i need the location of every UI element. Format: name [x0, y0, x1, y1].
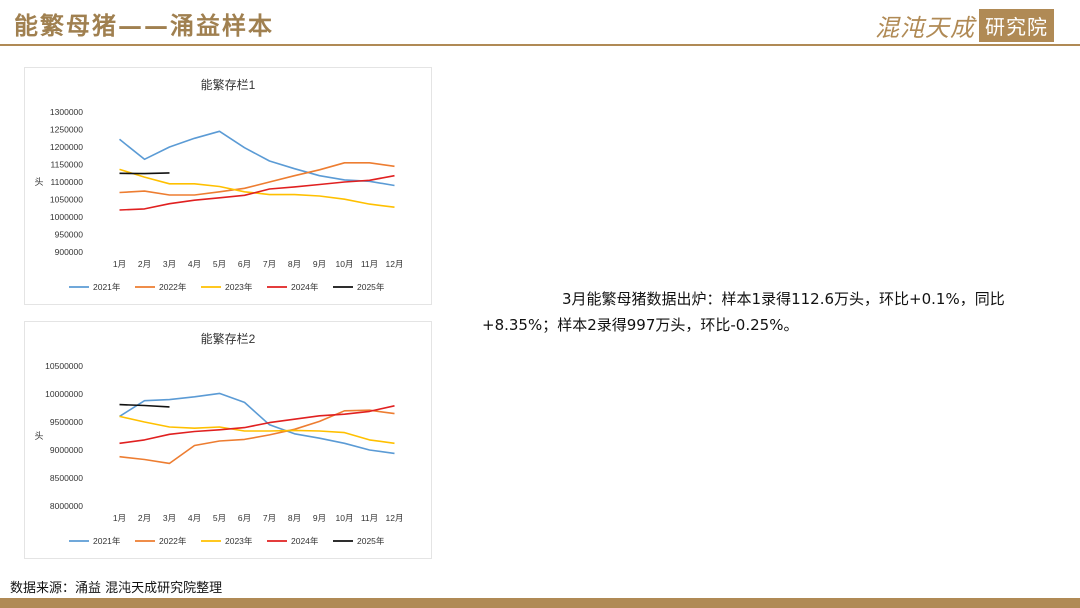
x-tick-label: 9月 [313, 259, 326, 269]
legend-label: 2024年 [291, 282, 319, 292]
series-line-2024年 [119, 405, 395, 445]
y-tick-label: 1200000 [50, 142, 83, 152]
y-tick-label: 1250000 [50, 125, 83, 135]
y-tick-label: 9500000 [50, 417, 83, 427]
legend-label: 2025年 [357, 282, 385, 292]
line-chart-2: 能繁存栏2 8000000 8500000 9000000 9500000 1000000… [34, 331, 404, 546]
chart-title: 能繁存栏2 [201, 331, 256, 346]
y-tick-label: 900000 [55, 247, 84, 257]
series-line-2022年 [119, 162, 395, 196]
x-tick-label: 12月 [386, 513, 404, 523]
brand-logo: 混沌天成 研究院 [875, 8, 1054, 43]
header-divider [0, 44, 1080, 46]
series-line-2021年 [119, 130, 395, 187]
y-tick-label: 1050000 [50, 195, 83, 205]
y-axis-label: 头 [34, 177, 43, 187]
x-tick-label: 6月 [238, 259, 251, 269]
chart-panel-1: 能繁存栏1 900000 950000 1000000 1050000 1100000 11… [24, 67, 432, 305]
series-line-2022年 [119, 409, 395, 465]
x-tick-label: 8月 [288, 513, 301, 523]
x-tick-label: 7月 [263, 259, 276, 269]
chart-panel-2: 能繁存栏2 8000000 8500000 9000000 9500000 1000000… [24, 321, 432, 559]
x-tick-label: 2月 [138, 513, 151, 523]
x-tick-label: 1月 [113, 259, 126, 269]
legend-label: 2023年 [225, 536, 253, 546]
legend-label: 2022年 [159, 536, 187, 546]
legend-label: 2022年 [159, 282, 187, 292]
y-tick-label: 9000000 [50, 445, 83, 455]
y-axis-label: 头 [34, 431, 43, 441]
brand-box: 研究院 [979, 9, 1054, 42]
legend-label: 2021年 [93, 536, 121, 546]
x-tick-label: 10月 [336, 259, 354, 269]
x-tick-label: 11月 [361, 259, 378, 269]
y-tick-label: 10500000 [45, 361, 83, 371]
series-line-2025年 [119, 403, 170, 408]
series-line-2024年 [119, 174, 395, 211]
series-line-2023年 [119, 168, 395, 208]
x-tick-label: 5月 [213, 259, 226, 269]
legend-label: 2021年 [93, 282, 121, 292]
x-tick-label: 3月 [163, 259, 176, 269]
x-tick-label: 4月 [188, 259, 201, 269]
summary-text: 3月能繁母猪数据出炉：样本1录得112.6万头，环比+0.1%，同比+8.35%… [482, 290, 1005, 334]
legend-label: 2025年 [357, 536, 385, 546]
y-tick-label: 1100000 [51, 177, 84, 187]
data-source: 数据来源：涌益 混沌天成研究院整理 [10, 581, 223, 596]
x-tick-label: 5月 [213, 513, 226, 523]
page-title: 能繁母猪——涌益样本 [14, 11, 274, 40]
x-tick-label: 9月 [313, 513, 326, 523]
series-line-2021年 [119, 392, 395, 455]
legend-label: 2024年 [291, 536, 319, 546]
x-tick-label: 6月 [238, 513, 251, 523]
x-tick-label: 10月 [336, 513, 354, 523]
x-tick-label: 4月 [188, 513, 201, 523]
x-tick-label: 2月 [138, 259, 151, 269]
footer-bar [0, 598, 1080, 608]
x-tick-label: 7月 [263, 513, 276, 523]
legend-label: 2023年 [225, 282, 253, 292]
series-line-2023年 [119, 415, 395, 445]
x-tick-label: 3月 [163, 513, 176, 523]
series-line-2025年 [119, 172, 170, 175]
y-tick-label: 8500000 [50, 473, 83, 483]
line-chart-1: 能繁存栏1 900000 950000 1000000 1050000 1100000 11… [34, 77, 404, 292]
x-tick-label: 12月 [386, 259, 404, 269]
y-tick-label: 1150000 [51, 160, 84, 170]
y-tick-label: 1300000 [50, 107, 83, 117]
x-tick-label: 8月 [288, 259, 301, 269]
x-tick-label: 1月 [113, 513, 126, 523]
y-tick-label: 1000000 [50, 212, 83, 222]
brand-script: 混沌天成 [875, 14, 975, 42]
y-tick-label: 8000000 [50, 501, 83, 511]
x-tick-label: 11月 [361, 513, 378, 523]
chart-title: 能繁存栏1 [201, 77, 256, 92]
y-tick-label: 950000 [55, 230, 84, 240]
y-tick-label: 10000000 [45, 389, 83, 399]
